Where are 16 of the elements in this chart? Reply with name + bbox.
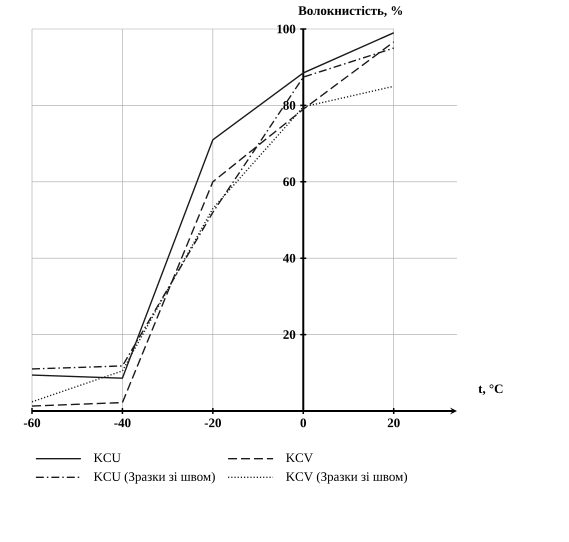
y-tick-label: 40 bbox=[282, 254, 296, 263]
legend-label: KCV (Зразки зі швом) bbox=[286, 472, 408, 484]
x-tick-label: -60 bbox=[24, 418, 40, 428]
legend-label: KCV bbox=[286, 453, 313, 462]
x-tick-label: -20 bbox=[204, 418, 221, 428]
y-tick-label: 20 bbox=[283, 330, 296, 339]
legend-label: KCU (Зразки зі швом) bbox=[94, 472, 215, 484]
y-tick-label: 60 bbox=[283, 177, 296, 186]
x-tick-label: 20 bbox=[388, 418, 400, 428]
y-tick-label: 80 bbox=[283, 101, 296, 110]
y-axis-title: Волокнистість, % bbox=[298, 6, 402, 17]
x-axis-title: t, °C bbox=[478, 384, 502, 396]
x-tick-label: -40 bbox=[114, 418, 131, 428]
x-tick-label: 0 bbox=[300, 418, 306, 428]
y-tick-label: 100 bbox=[277, 24, 296, 34]
legend-label: KCU bbox=[94, 453, 121, 462]
